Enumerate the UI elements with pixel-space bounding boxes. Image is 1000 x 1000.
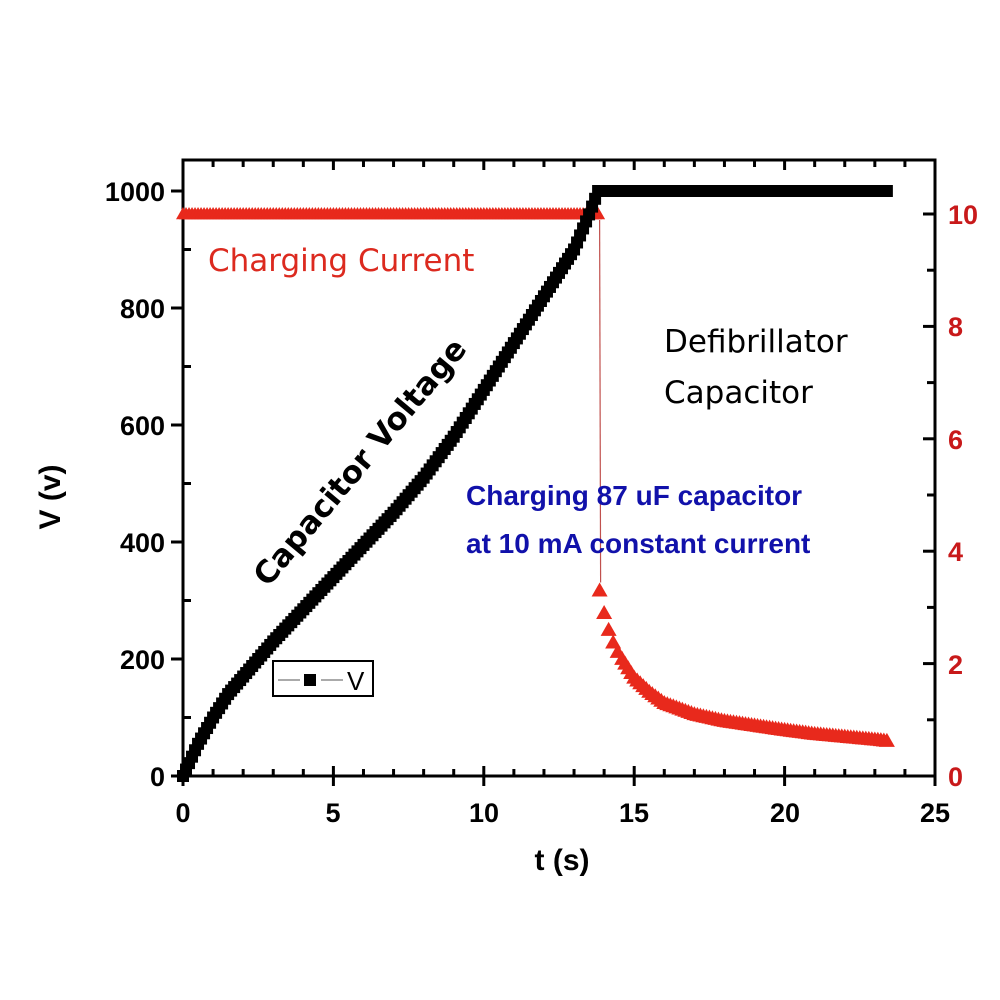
x-tick-label: 0 [175, 798, 190, 828]
y2-tick-label: 2 [948, 650, 963, 680]
y2-tick-label: 0 [948, 762, 963, 792]
annotation-capacitor: Capacitor [664, 375, 813, 411]
triangle-marker-icon [600, 621, 617, 636]
triangle-marker-icon [878, 732, 895, 747]
y-tick-label: 1000 [105, 177, 165, 207]
x-tick-label: 25 [920, 798, 950, 828]
legend-square-marker-icon [304, 674, 316, 686]
triangle-marker-icon [591, 582, 608, 597]
x-tick-label: 10 [469, 798, 499, 828]
y-tick-label: 800 [120, 294, 165, 324]
x-tick-label: 20 [770, 798, 800, 828]
y2-tick-label: 10 [948, 200, 978, 230]
annotation-charging-current: Charging Current [208, 243, 474, 279]
y-axis-title: V (v) [34, 464, 67, 529]
x-axis-title: t (s) [535, 844, 590, 877]
x-tick-label: 15 [619, 798, 649, 828]
square-marker-icon [880, 185, 893, 197]
legend-box [272, 660, 374, 697]
x-axis-tick-labels: 0 5 10 15 20 25 [175, 798, 950, 828]
y2-tick-label: 8 [948, 312, 963, 342]
annotation-constant-current: at 10 mA constant current [466, 528, 810, 559]
y-tick-label: 200 [120, 645, 165, 675]
y-tick-label: 400 [120, 528, 165, 558]
series-charging-current [176, 207, 895, 747]
x-tick-label: 5 [325, 798, 340, 828]
annotation-charging-87uf: Charging 87 uF capacitor [466, 480, 802, 511]
annotation-defibrillator: Defibrillator [664, 324, 848, 360]
current-drop-line [599, 219, 602, 583]
y2-tick-label: 6 [948, 425, 963, 455]
legend-label-v: V [347, 666, 365, 696]
y-tick-label: 600 [120, 411, 165, 441]
y2-tick-label: 4 [948, 537, 963, 567]
y2-axis-tick-labels: 0 2 4 6 8 10 [948, 200, 978, 792]
triangle-marker-icon [596, 605, 613, 620]
y-axis-tick-labels: 0 200 400 600 800 1000 [105, 177, 165, 792]
y-tick-label: 0 [150, 762, 165, 792]
series-capacitor-voltage [177, 185, 893, 782]
legend: V [272, 660, 374, 697]
plot-frame [181, 158, 937, 778]
